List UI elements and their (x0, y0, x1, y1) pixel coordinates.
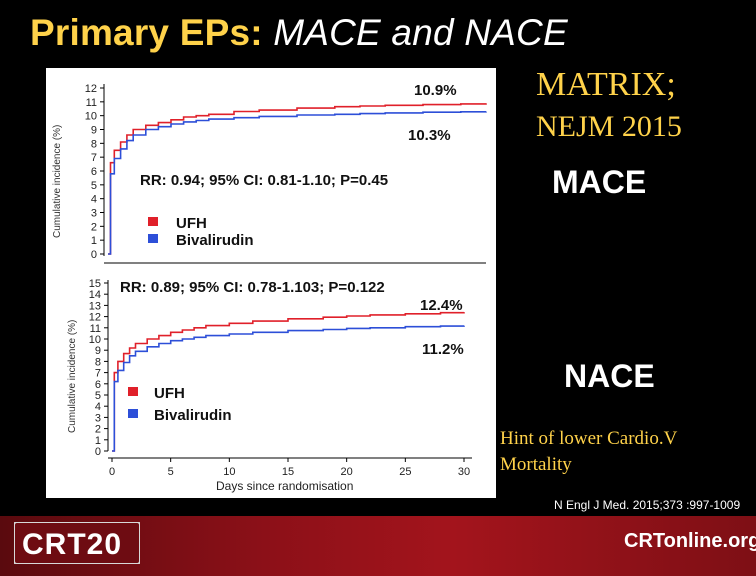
chart1-xtick-label-1: 5 (168, 466, 174, 478)
chart0-ytick-label-10: 10 (85, 111, 97, 123)
chart1-xtick-label-5: 25 (399, 466, 411, 478)
nace-legend-swatch-ufh (128, 387, 138, 396)
mace-legend-swatch-bival (148, 234, 158, 243)
nace-lines (112, 311, 465, 452)
chart0-ytick-label-12: 12 (85, 83, 97, 95)
chart1-ytick-label-13: 13 (89, 300, 101, 312)
chart1-ytick-label-6: 6 (95, 379, 101, 391)
nace-ylabel: Cumulative incidence (%) (67, 320, 78, 433)
chart1-ytick-label-10: 10 (89, 334, 101, 346)
chart1-series-1-line (112, 325, 465, 452)
nace-end-label-ufh: 12.4% (420, 297, 463, 314)
nace-xlabel: Days since randomisation (216, 479, 353, 493)
nace-stat-text: RR: 0.89; 95% CI: 0.78-1.103; P=0.122 (120, 279, 385, 296)
mace-lines (108, 103, 487, 255)
chart0-ytick-label-9: 9 (91, 125, 97, 137)
chart1-xtick-label-2: 10 (223, 466, 235, 478)
chart0-ytick-label-8: 8 (91, 138, 97, 150)
chart1-ytick-label-1: 1 (95, 435, 101, 447)
chart0-ytick-label-1: 1 (91, 235, 97, 247)
chart1-ytick-label-3: 3 (95, 412, 101, 424)
chart0-ytick-label-7: 7 (91, 152, 97, 164)
chart0-ytick-label-11: 11 (86, 97, 97, 109)
chart0-ytick-label-5: 5 (91, 180, 97, 192)
chart1-ytick-label-0: 0 (95, 446, 101, 458)
crtonline-logo-text: CRTonline.org (624, 530, 756, 552)
nace-label: NACE (564, 358, 655, 394)
hint-line-2: Mortality (500, 454, 572, 475)
study-name: MATRIX; (536, 66, 676, 103)
nace-legend-swatch-bival (128, 409, 138, 418)
chart1-ytick-label-4: 4 (95, 401, 101, 413)
chart1-ytick-label-7: 7 (95, 368, 101, 380)
mace-legend-swatch-ufh (148, 217, 158, 226)
nace-chart: Cumulative incidence (%) 012345678910111… (67, 278, 472, 493)
chart0-ytick-label-6: 6 (91, 166, 97, 178)
chart-panel: Cumulative incidence (%) 0 1 2 3 4 5 6 7 8 9 10 11 1… (46, 68, 496, 498)
mace-label: MACE (552, 164, 647, 200)
nace-xticks: 0 5 10 15 20 25 30 (109, 458, 470, 478)
chart1-xtick-label-4: 20 (341, 466, 353, 478)
mace-legend-label-bival: Bivalirudin (176, 232, 254, 249)
chart1-ytick-label-11: 11 (90, 323, 101, 335)
mace-end-label-bival: 10.3% (408, 127, 451, 144)
title-bold: Primary EPs: (30, 12, 263, 53)
chart0-series-0-line (108, 103, 487, 255)
chart0-ytick-label-0: 0 (91, 249, 97, 261)
mace-stat-text: RR: 0.94; 95% CI: 0.81-1.10; P=0.45 (140, 172, 388, 189)
mace-ylabel: Cumulative incidence (%) (52, 125, 63, 238)
title-italic: MACE and NACE (273, 12, 568, 53)
mace-end-label-ufh: 10.9% (414, 82, 457, 99)
chart0-ytick-label-3: 3 (91, 208, 97, 220)
chart0-series-1-line (108, 111, 487, 255)
chart1-ytick-label-2: 2 (95, 424, 101, 436)
chart1-xtick-label-0: 0 (109, 466, 115, 478)
chart0-ytick-label-4: 4 (91, 194, 97, 206)
nace-legend-label-bival: Bivalirudin (154, 407, 232, 424)
mace-chart: Cumulative incidence (%) 012345678910111… (52, 82, 487, 264)
citation: N Engl J Med. 2015;373 :997-1009 (554, 498, 741, 512)
chart1-ytick-label-15: 15 (89, 278, 101, 290)
chart1-ytick-label-14: 14 (89, 289, 101, 301)
chart1-ytick-label-9: 9 (95, 345, 101, 357)
chart1-ytick-label-12: 12 (89, 312, 101, 324)
chart1-xtick-label-6: 30 (458, 466, 470, 478)
journal-year: NEJM 2015 (536, 110, 682, 143)
chart-svg: Cumulative incidence (%) 012345678910111… (52, 82, 487, 493)
nace-legend-label-ufh: UFH (154, 385, 185, 402)
slide-title: Primary EPs: MACE and NACE (30, 12, 568, 54)
hint-line-1: Hint of lower Cardio.V (500, 428, 678, 449)
chart0-ytick-label-2: 2 (91, 221, 97, 233)
chart1-ytick-label-8: 8 (95, 356, 101, 368)
crtonline-logo: CRTonline.org (624, 530, 756, 553)
crt20-logo-text: CRT20 (22, 528, 122, 561)
chart1-ytick-label-5: 5 (95, 390, 101, 402)
chart1-series-0-line (112, 311, 465, 452)
nace-end-label-bival: 11.2% (422, 341, 464, 358)
chart1-xtick-label-3: 15 (282, 466, 294, 478)
crt20-logo: CRT20 (14, 522, 140, 564)
mace-legend-label-ufh: UFH (176, 215, 207, 232)
